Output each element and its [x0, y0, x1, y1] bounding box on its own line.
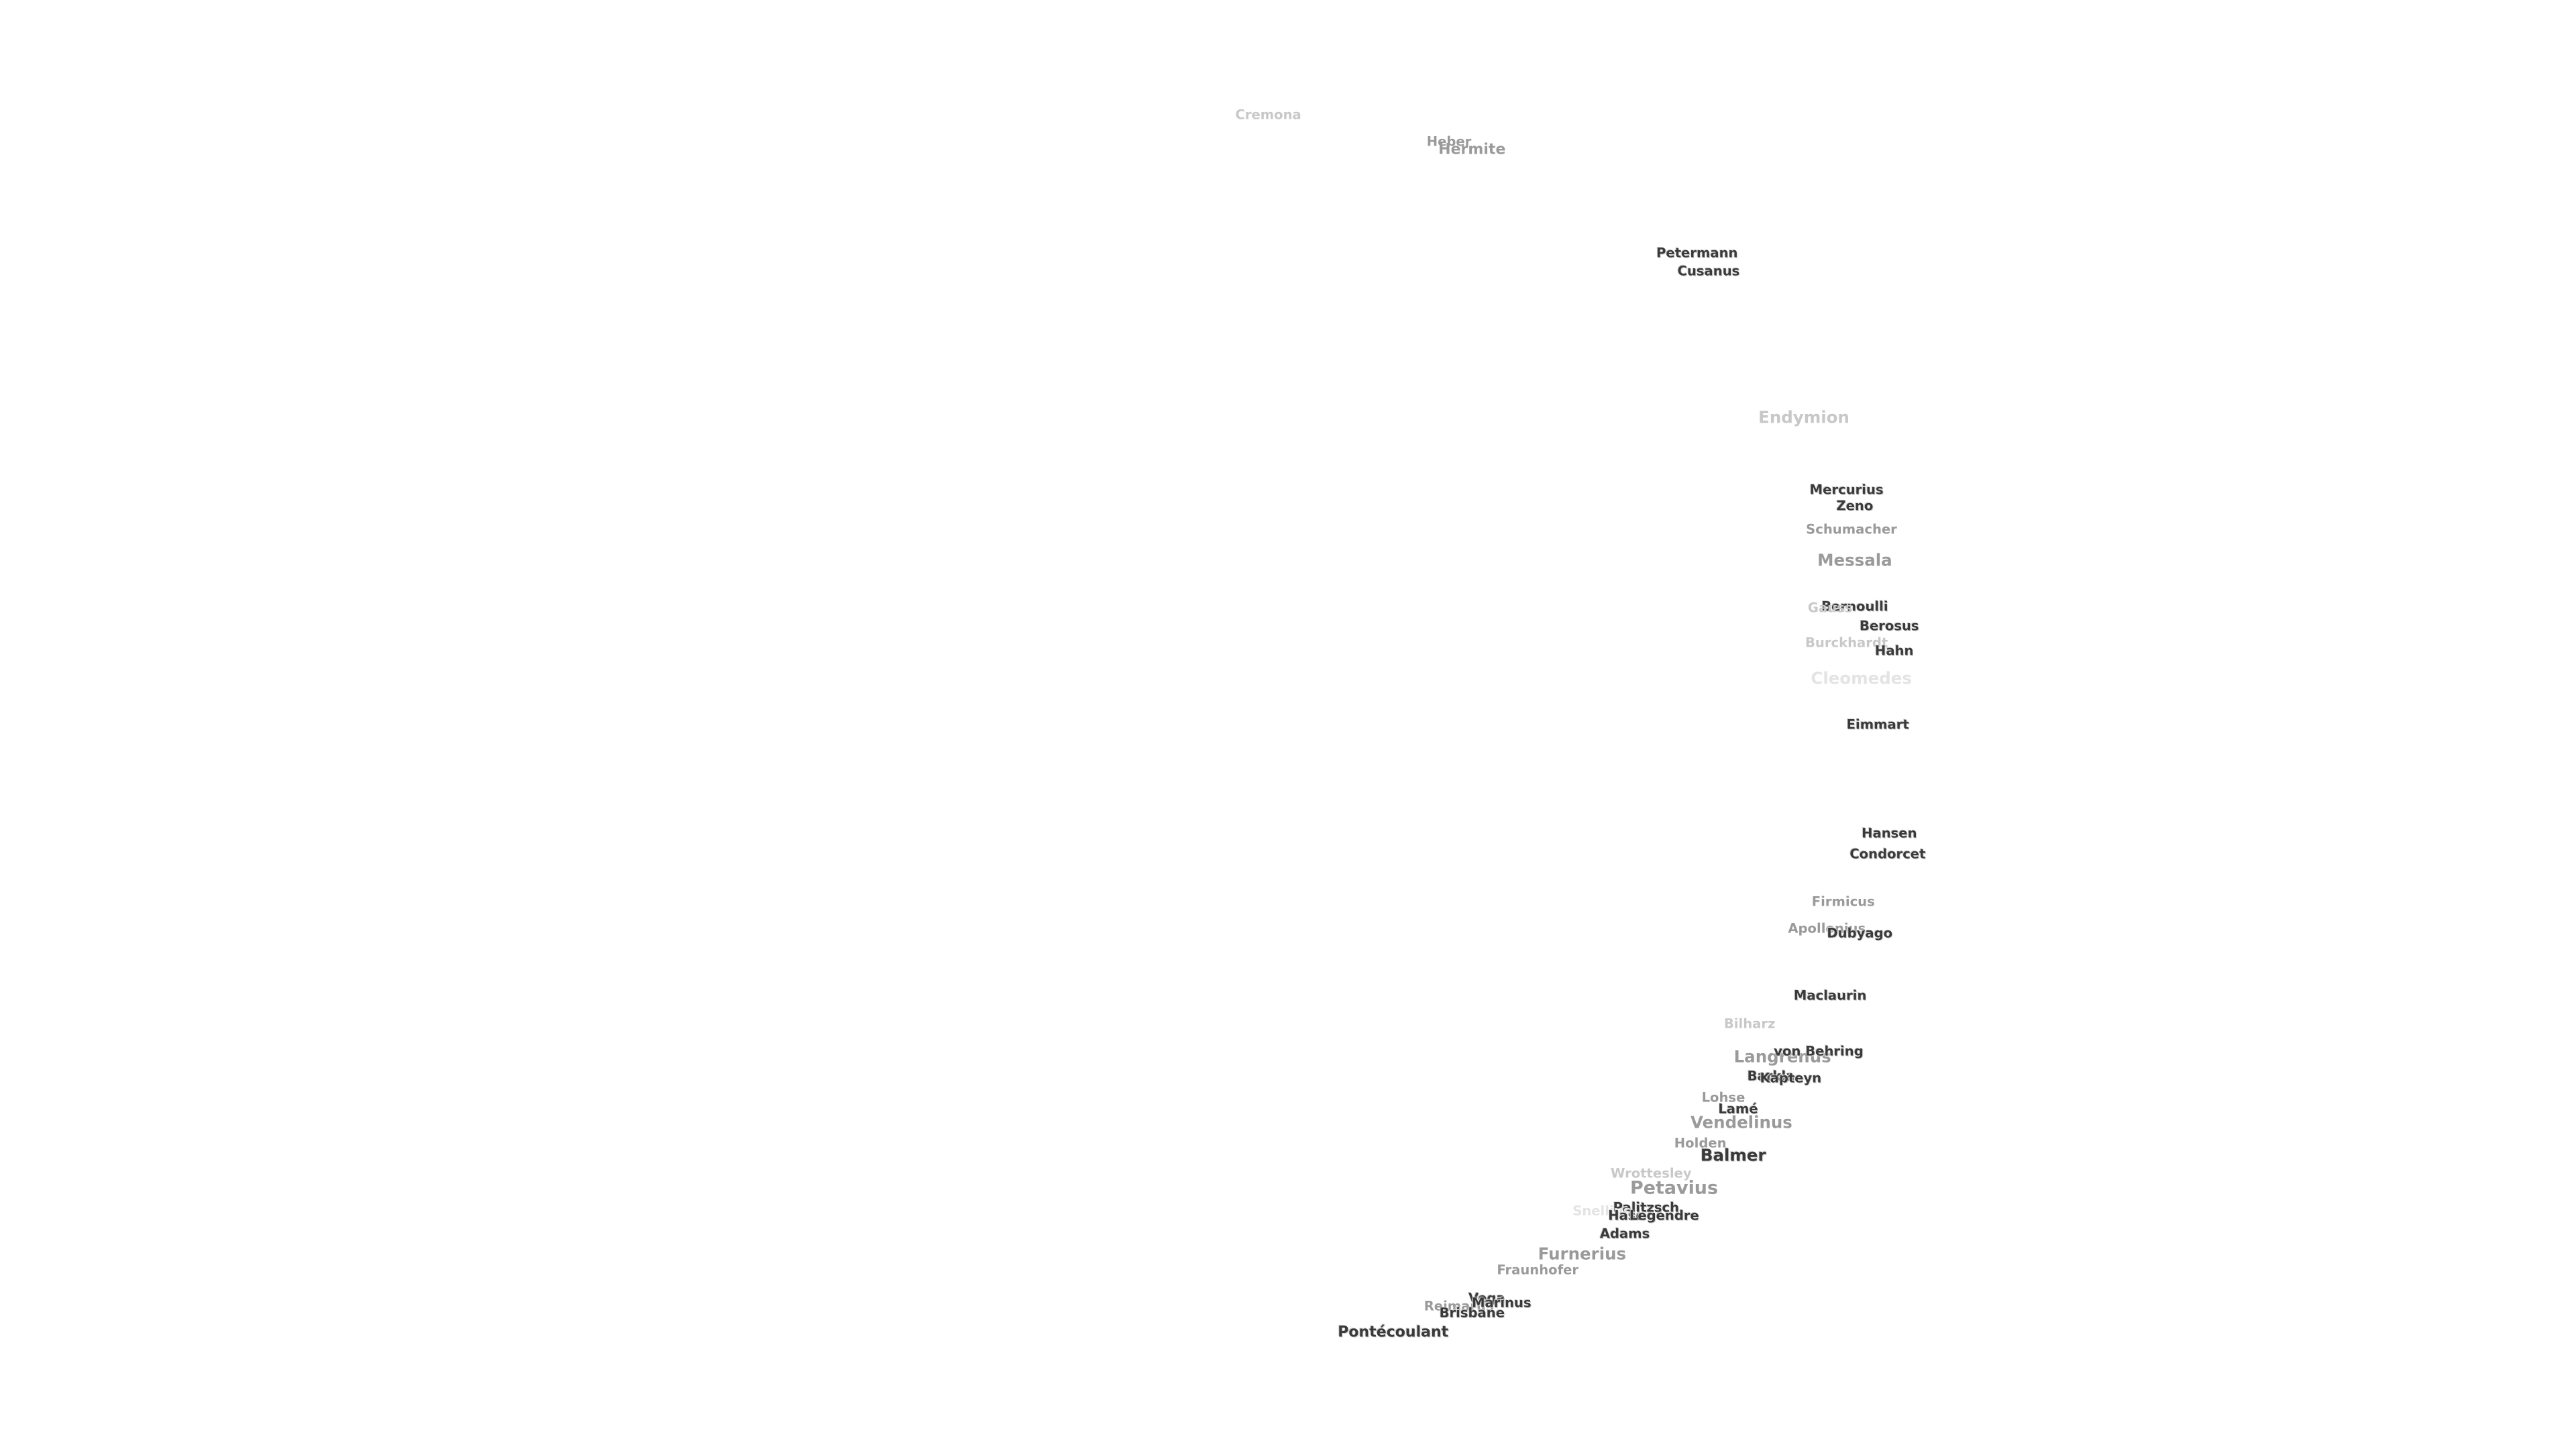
crater-label: Adams — [1599, 1226, 1650, 1242]
crater-label: Berosus — [1860, 618, 1919, 634]
crater-label: Hase — [1608, 1208, 1645, 1224]
crater-label: Cremona — [1235, 107, 1301, 123]
crater-label: Brisbane — [1439, 1305, 1505, 1321]
crater-label: Palitzsch — [1613, 1199, 1680, 1216]
crater-label: Holden — [1674, 1135, 1727, 1151]
crater-label: Petermann — [1656, 245, 1738, 261]
crater-label: Reimarus — [1424, 1298, 1494, 1314]
crater-label: Fraunhofer — [1497, 1262, 1579, 1278]
crater-label: Hermite — [1438, 141, 1506, 158]
crater-label: Cusanus — [1677, 263, 1740, 279]
crater-label: Burckhardt — [1805, 635, 1888, 651]
crater-label: Maclaurin — [1793, 987, 1867, 1004]
crater-label: Mercurius — [1809, 482, 1884, 498]
crater-label: Wrottesley — [1610, 1165, 1692, 1181]
crater-label: Condorcet — [1849, 846, 1926, 862]
crater-label: Furnerius — [1538, 1244, 1627, 1264]
crater-label: Firmicus — [1811, 894, 1875, 910]
crater-label: Apollonius — [1788, 920, 1866, 936]
crater-label: Legendre — [1629, 1208, 1699, 1224]
crater-label: Dubyago — [1827, 925, 1893, 941]
crater-label: Lohse — [1701, 1089, 1746, 1106]
crater-label: Hahn — [1874, 643, 1914, 659]
crater-label: Bilharz — [1723, 1016, 1776, 1032]
crater-label: Messala — [1817, 550, 1892, 570]
crater-label: Gauss — [1807, 600, 1853, 616]
crater-label: Cleomedes — [1811, 668, 1912, 688]
crater-label: Eimmart — [1846, 716, 1909, 733]
crater-label: Lamé — [1718, 1101, 1758, 1117]
crater-label: Bernoulli — [1821, 598, 1888, 614]
crater-label: Hansen — [1862, 825, 1917, 841]
crater-label: von Behring — [1774, 1043, 1864, 1059]
crater-label: Langrenus — [1733, 1046, 1831, 1067]
crater-label: Barkla — [1747, 1068, 1795, 1084]
crater-label: Endymion — [1758, 407, 1849, 427]
crater-label: Pontécoulant — [1338, 1324, 1449, 1341]
crater-label: Petavius — [1630, 1177, 1718, 1199]
crater-label: Zeno — [1836, 498, 1874, 514]
crater-label: Heber — [1426, 133, 1472, 150]
crater-label: Snellius — [1572, 1203, 1631, 1219]
crater-label: Vendelinus — [1690, 1112, 1792, 1132]
crater-label: Schumacher — [1806, 521, 1897, 537]
crater-label: Vega — [1468, 1290, 1505, 1306]
crater-label: Balmer — [1700, 1145, 1766, 1165]
crater-label: Marinus — [1472, 1295, 1532, 1311]
crater-label: Kapteyn — [1760, 1070, 1822, 1086]
